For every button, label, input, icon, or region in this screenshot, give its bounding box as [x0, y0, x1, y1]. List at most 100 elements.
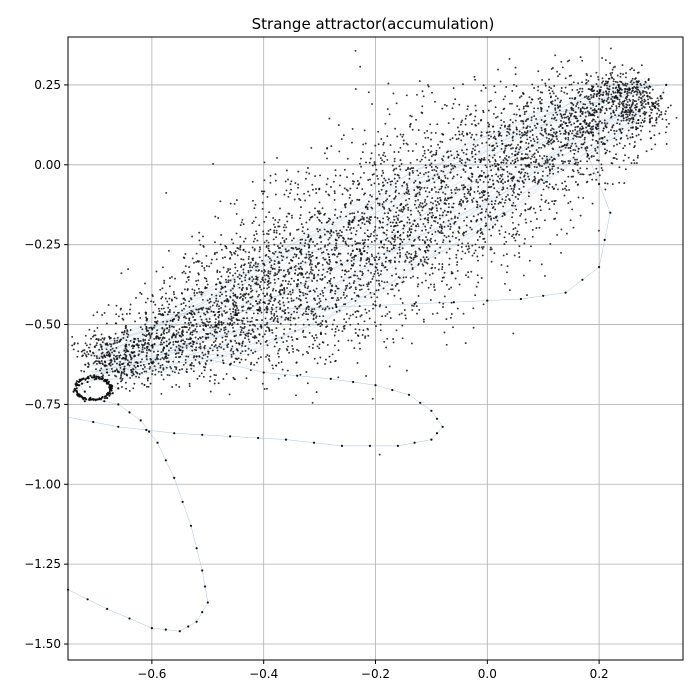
attractor-point — [393, 151, 396, 153]
attractor-point — [120, 380, 122, 383]
attractor-point — [321, 263, 324, 266]
attractor-point — [103, 400, 106, 403]
attractor-point — [136, 365, 139, 368]
attractor-point — [328, 242, 331, 245]
attractor-point — [162, 367, 165, 370]
attractor-point — [485, 222, 487, 225]
attractor-point — [502, 187, 505, 190]
attractor-point — [283, 239, 286, 242]
attractor-point — [168, 285, 171, 288]
attractor-point — [278, 299, 281, 302]
attractor-point — [618, 98, 621, 101]
attractor-point — [595, 95, 598, 98]
attractor-point — [589, 107, 592, 110]
attractor-point — [103, 338, 106, 341]
attractor-point — [259, 323, 262, 326]
attractor-point — [450, 217, 453, 220]
attractor-point — [195, 620, 198, 623]
attractor-point — [505, 145, 508, 148]
attractor-point — [120, 338, 123, 341]
attractor-point — [93, 330, 96, 333]
attractor-point — [360, 284, 362, 287]
attractor-point — [597, 85, 599, 88]
attractor-point — [349, 194, 352, 196]
attractor-point — [201, 433, 204, 436]
attractor-point — [601, 57, 604, 59]
attractor-point — [644, 103, 647, 106]
attractor-point — [258, 269, 260, 272]
attractor-point — [266, 305, 268, 308]
attractor-point — [474, 145, 477, 148]
attractor-point — [188, 326, 191, 329]
attractor-point — [328, 236, 331, 239]
attractor-point — [297, 183, 300, 186]
attractor-point — [480, 277, 483, 279]
attractor-point — [123, 367, 126, 370]
attractor-point — [474, 294, 477, 297]
attractor-point — [336, 232, 339, 235]
attractor-point — [308, 240, 311, 243]
attractor-point — [368, 216, 371, 219]
attractor-point — [175, 356, 177, 359]
attractor-point — [269, 257, 271, 260]
attractor-point — [542, 134, 545, 137]
attractor-point — [277, 352, 279, 355]
attractor-point — [257, 262, 260, 265]
attractor-point — [475, 109, 477, 112]
attractor-point — [291, 259, 294, 262]
attractor-point — [531, 235, 534, 238]
attractor-point — [382, 217, 385, 220]
attractor-point — [508, 123, 511, 126]
attractor-point — [436, 312, 439, 315]
attractor-point — [389, 180, 392, 183]
attractor-point — [252, 257, 255, 260]
attractor-point — [144, 301, 147, 304]
attractor-point — [640, 129, 643, 132]
trajectory-strand — [100, 110, 651, 371]
attractor-point — [370, 184, 373, 186]
attractor-point — [419, 172, 422, 175]
attractor-point — [574, 142, 577, 145]
attractor-point — [547, 133, 550, 136]
attractor-point — [494, 158, 497, 161]
attractor-point — [353, 256, 355, 259]
attractor-point — [329, 232, 332, 235]
attractor-point — [247, 300, 250, 303]
attractor-point — [270, 310, 273, 313]
attractor-point — [408, 173, 411, 176]
attractor-point — [203, 312, 205, 315]
attractor-point — [519, 297, 523, 301]
attractor-point — [217, 278, 219, 280]
attractor-point — [306, 167, 309, 169]
attractor-point — [481, 231, 483, 234]
attractor-point — [234, 311, 237, 314]
attractor-point — [149, 366, 152, 368]
attractor-point — [257, 340, 260, 342]
attractor-point — [426, 83, 429, 86]
attractor-point — [333, 190, 336, 193]
attractor-point — [497, 181, 500, 183]
attractor-point — [277, 277, 280, 280]
attractor-point — [345, 228, 348, 231]
attractor-point — [262, 292, 265, 295]
attractor-point — [332, 221, 335, 224]
attractor-point — [206, 299, 209, 302]
attractor-point — [220, 288, 223, 290]
attractor-point — [448, 263, 451, 266]
attractor-point — [290, 214, 293, 217]
attractor-point — [318, 218, 320, 221]
attractor-point — [552, 140, 555, 142]
attractor-point — [608, 85, 611, 88]
attractor-point — [162, 341, 165, 344]
attractor-point — [271, 329, 273, 332]
attractor-point — [456, 269, 459, 272]
attractor-point — [606, 122, 609, 125]
attractor-point — [558, 109, 561, 112]
attractor-point — [369, 194, 372, 197]
attractor-point — [360, 218, 363, 221]
attractor-point — [505, 240, 508, 243]
attractor-point — [502, 161, 505, 164]
attractor-point — [214, 324, 217, 327]
attractor-point — [391, 180, 394, 183]
attractor-point — [113, 360, 116, 363]
